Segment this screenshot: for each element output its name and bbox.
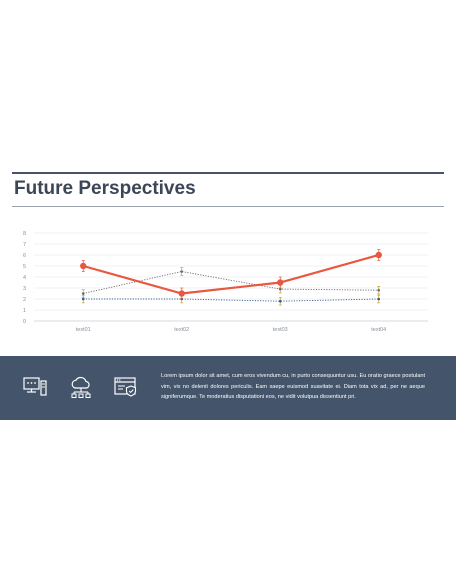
- x-tick-label: text02: [174, 327, 189, 333]
- y-tick-label: 6: [23, 253, 26, 259]
- x-tick-label: text01: [76, 327, 91, 333]
- y-tick-label: 7: [23, 242, 26, 248]
- y-tick-label: 8: [23, 231, 26, 237]
- data-point: [278, 299, 282, 303]
- data-point: [375, 251, 382, 259]
- cloud-network-icon: [71, 376, 91, 398]
- data-point: [277, 279, 284, 286]
- data-point: [180, 270, 184, 273]
- data-point: [377, 297, 381, 301]
- computer-server-icon: [23, 377, 47, 396]
- line-chart: 0 1 2 3 4 5 6 7 8 text01 text02 text03 text04: [23, 231, 428, 333]
- y-tick-label: 5: [23, 264, 26, 270]
- y-tick-label: 2: [23, 297, 26, 303]
- data-point: [178, 290, 185, 297]
- secure-browser-icon: [114, 377, 137, 397]
- y-tick-label: 4: [23, 275, 26, 281]
- data-point: [81, 297, 85, 301]
- title-rule: [12, 206, 444, 207]
- band-description: Lorem ipsum dolor sit amet, cum eros viv…: [161, 373, 425, 400]
- series-line: [82, 253, 380, 295]
- series-line: [83, 271, 379, 294]
- data-point: [80, 262, 87, 270]
- y-tick-label: 0: [23, 319, 26, 325]
- x-tick-label: text04: [371, 327, 386, 333]
- y-tick-label: 1: [23, 308, 26, 314]
- data-point: [278, 287, 282, 291]
- data-point: [81, 292, 85, 295]
- info-band: Lorem ipsum dolor sit amet, cum eros viv…: [0, 356, 456, 420]
- data-point: [377, 288, 381, 292]
- y-tick-label: 3: [23, 286, 26, 292]
- page-title: Future Perspectives: [14, 178, 196, 199]
- top-rule: [12, 172, 444, 174]
- x-tick-label: text03: [273, 327, 288, 333]
